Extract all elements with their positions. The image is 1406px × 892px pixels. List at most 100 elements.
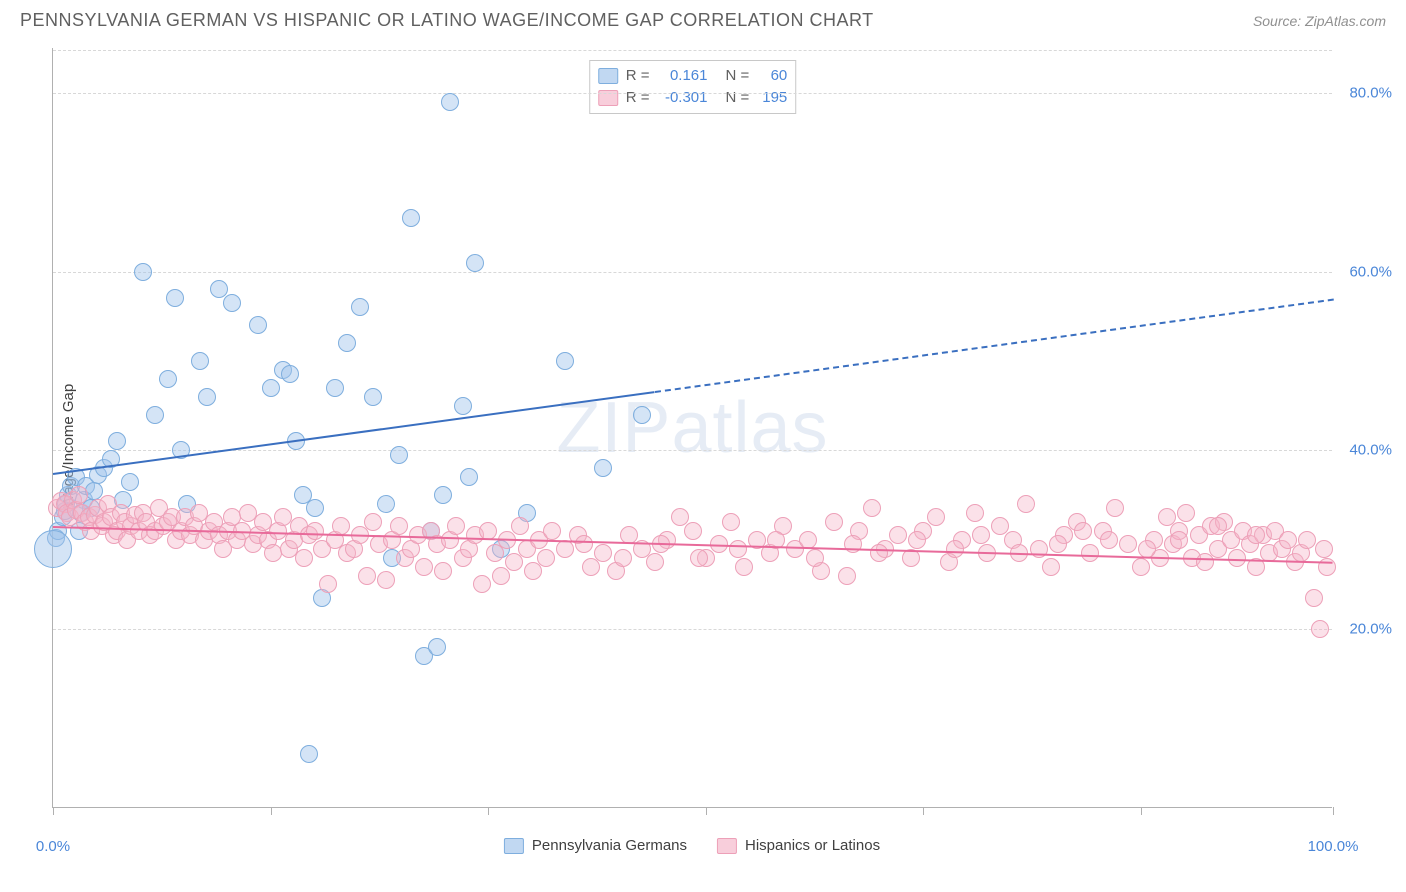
- data-point: [511, 517, 529, 535]
- data-point: [575, 535, 593, 553]
- trendline: [53, 391, 655, 475]
- trendline-dashed: [654, 298, 1333, 392]
- data-point: [594, 459, 612, 477]
- stat-r-value: -0.301: [658, 87, 708, 109]
- data-point: [319, 575, 337, 593]
- data-point: [34, 530, 72, 568]
- data-point: [1315, 540, 1333, 558]
- data-point: [434, 562, 452, 580]
- legend-item: Pennsylvania Germans: [504, 837, 687, 854]
- legend: Pennsylvania Germans Hispanics or Latinos: [504, 837, 880, 854]
- data-point: [262, 379, 280, 397]
- stat-r-label: R =: [626, 65, 650, 87]
- data-point: [447, 517, 465, 535]
- plot-region: ZIPatlas R =0.161N =60R =-0.301N =195 20…: [52, 48, 1332, 808]
- data-point: [908, 531, 926, 549]
- data-point: [364, 513, 382, 531]
- data-point: [191, 352, 209, 370]
- data-point: [159, 370, 177, 388]
- gridline: [53, 450, 1332, 451]
- data-point: [1247, 526, 1265, 544]
- data-point: [1042, 558, 1060, 576]
- data-point: [633, 406, 651, 424]
- y-tick-label: 80.0%: [1337, 84, 1392, 101]
- data-point: [428, 638, 446, 656]
- x-tick: [1141, 807, 1142, 815]
- data-point: [121, 473, 139, 491]
- data-point: [1209, 517, 1227, 535]
- stat-n-label: N =: [726, 65, 750, 87]
- data-point: [838, 567, 856, 585]
- data-point: [722, 513, 740, 531]
- y-tick-label: 40.0%: [1337, 442, 1392, 459]
- data-point: [295, 549, 313, 567]
- data-point: [972, 526, 990, 544]
- data-point: [966, 504, 984, 522]
- legend-swatch: [717, 838, 737, 854]
- data-point: [1170, 531, 1188, 549]
- data-point: [1081, 544, 1099, 562]
- x-tick: [1333, 807, 1334, 815]
- data-point: [1318, 558, 1336, 576]
- data-point: [1100, 531, 1118, 549]
- gridline: [53, 629, 1332, 630]
- data-point: [390, 446, 408, 464]
- data-point: [358, 567, 376, 585]
- y-tick-label: 60.0%: [1337, 263, 1392, 280]
- x-tick-label: 0.0%: [36, 838, 70, 855]
- data-point: [223, 294, 241, 312]
- data-point: [1298, 531, 1316, 549]
- data-point: [300, 745, 318, 763]
- data-point: [735, 558, 753, 576]
- data-point: [390, 517, 408, 535]
- data-point: [415, 558, 433, 576]
- data-point: [825, 513, 843, 531]
- x-tick: [706, 807, 707, 815]
- stat-r-value: 0.161: [658, 65, 708, 87]
- data-point: [806, 549, 824, 567]
- data-point: [338, 334, 356, 352]
- legend-item: Hispanics or Latinos: [717, 837, 880, 854]
- data-point: [441, 93, 459, 111]
- stat-row: R =-0.301N =195: [598, 87, 788, 109]
- data-point: [351, 298, 369, 316]
- data-point: [863, 499, 881, 517]
- data-point: [332, 517, 350, 535]
- data-point: [1074, 522, 1092, 540]
- data-point: [870, 544, 888, 562]
- data-point: [402, 209, 420, 227]
- data-point: [166, 289, 184, 307]
- data-point: [146, 406, 164, 424]
- data-point: [70, 486, 88, 504]
- legend-swatch: [504, 838, 524, 854]
- data-point: [646, 553, 664, 571]
- data-point: [1119, 535, 1137, 553]
- data-point: [326, 379, 344, 397]
- data-point: [614, 549, 632, 567]
- chart-title: PENNSYLVANIA GERMAN VS HISPANIC OR LATIN…: [20, 10, 874, 31]
- data-point: [364, 388, 382, 406]
- data-point: [1311, 620, 1329, 638]
- stat-n-value: 195: [757, 87, 787, 109]
- data-point: [556, 352, 574, 370]
- gridline: [53, 50, 1332, 51]
- data-point: [306, 499, 324, 517]
- data-point: [281, 365, 299, 383]
- data-point: [460, 468, 478, 486]
- data-point: [377, 495, 395, 513]
- data-point: [473, 575, 491, 593]
- x-tick: [53, 807, 54, 815]
- data-point: [1305, 589, 1323, 607]
- data-point: [594, 544, 612, 562]
- stat-row: R =0.161N =60: [598, 65, 788, 87]
- stat-r-label: R =: [626, 87, 650, 109]
- data-point: [543, 522, 561, 540]
- data-point: [946, 540, 964, 558]
- data-point: [108, 432, 126, 450]
- x-tick-label: 100.0%: [1308, 838, 1359, 855]
- data-point: [249, 316, 267, 334]
- x-tick: [488, 807, 489, 815]
- data-point: [690, 549, 708, 567]
- data-point: [306, 522, 324, 540]
- data-point: [1017, 495, 1035, 513]
